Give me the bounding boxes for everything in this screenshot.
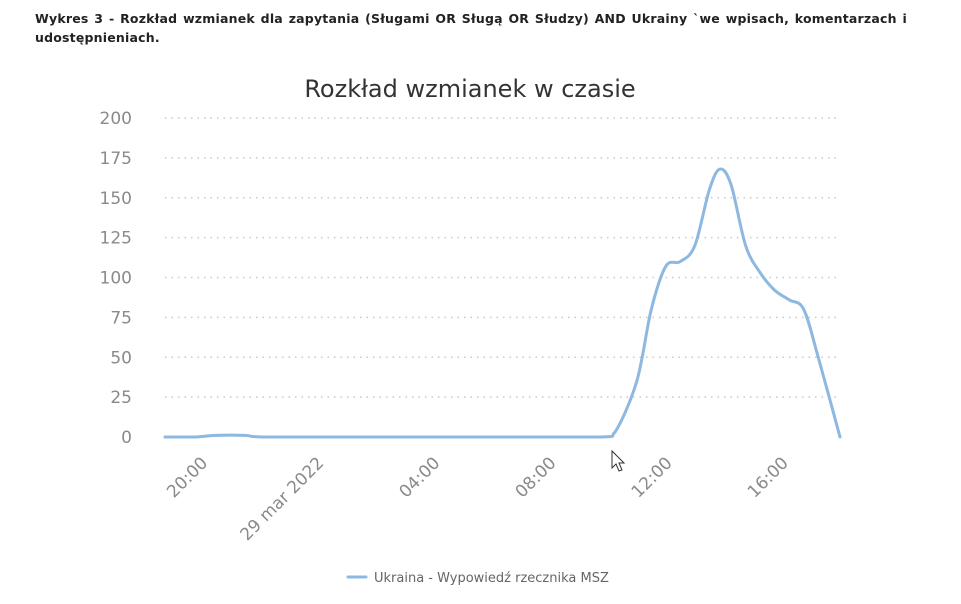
- x-tick-label: 12:00: [628, 453, 677, 502]
- y-tick-label: 50: [110, 348, 132, 368]
- y-tick-label: 125: [100, 229, 132, 249]
- x-tick-label: 08:00: [512, 453, 561, 502]
- x-tick-label: 16:00: [744, 453, 793, 502]
- legend-label: Ukraina - Wypowiedź rzecznika MSZ: [374, 571, 609, 586]
- y-tick-label: 0: [121, 428, 132, 448]
- chart-legend[interactable]: Ukraina - Wypowiedź rzecznika MSZ: [346, 571, 609, 586]
- y-tick-label: 150: [100, 189, 132, 209]
- y-tick-label: 175: [100, 149, 132, 169]
- y-tick-label: 100: [100, 269, 132, 289]
- x-tick-label: 04:00: [396, 453, 445, 502]
- x-tick-label: 29 mar 2022: [237, 453, 329, 545]
- x-axis-ticks: 20:00 29 mar 2022 04:00 08:00 12:00 16:00: [163, 453, 792, 545]
- y-axis-ticks: 0 25 50 75 100 125 150 175 200: [100, 109, 132, 448]
- y-tick-label: 200: [100, 109, 132, 129]
- mouse-cursor-icon: [611, 449, 626, 472]
- y-tick-label: 25: [110, 388, 132, 408]
- x-tick-label: 20:00: [163, 453, 212, 502]
- y-tick-label: 75: [110, 308, 132, 328]
- grid-lines: [165, 117, 840, 398]
- series-line[interactable]: [163, 167, 842, 439]
- chart-title: Rozkład wzmianek w czasie: [304, 75, 635, 103]
- figure-caption: Wykres 3 - Rozkład wzmianek dla zapytani…: [35, 11, 907, 45]
- series-layer: [163, 167, 842, 439]
